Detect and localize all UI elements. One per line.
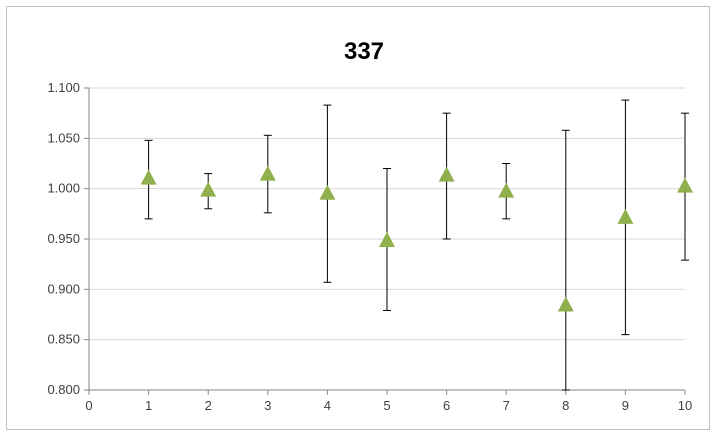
x-tick-label: 7 (503, 398, 510, 413)
x-tick-label: 10 (678, 398, 692, 413)
y-tick-label: 1.000 (47, 181, 80, 196)
error-bars (144, 99, 689, 391)
x-tick-label: 8 (562, 398, 569, 413)
data-point (200, 181, 217, 197)
y-tick-labels: 0.800 0.850 0.900 0.950 1.000 1.050 1.100 (47, 80, 80, 397)
x-tick-label: 1 (145, 398, 152, 413)
data-point (677, 177, 693, 193)
data-point (259, 165, 276, 181)
y-tick-label: 0.950 (47, 231, 80, 246)
y-tick-label: 1.050 (47, 130, 80, 145)
x-tick-label: 4 (324, 398, 331, 413)
data-point (438, 166, 455, 182)
x-tick-label: 2 (205, 398, 212, 413)
y-tick-label: 0.900 (47, 281, 80, 296)
x-tick-label: 9 (622, 398, 629, 413)
chart-frame: 337 0.800 0.850 0.900 0.950 1.000 1.050 1.100 … (6, 6, 710, 430)
y-tick-label: 0.850 (47, 332, 80, 347)
chart-title: 337 (344, 38, 384, 65)
data-points (140, 165, 693, 312)
y-tick-label: 1.100 (47, 80, 80, 95)
chart-svg: 337 0.8000.8500.9000.9501.0001.0501.100 … (47, 38, 693, 413)
data-point (617, 208, 634, 224)
x-tick-label: 6 (443, 398, 450, 413)
data-point (140, 169, 157, 185)
data-point (319, 184, 336, 200)
axes (84, 87, 686, 395)
data-point (557, 296, 574, 312)
y-tick-label: 0.800 (47, 382, 80, 397)
data-point (498, 182, 515, 198)
data-point (379, 232, 395, 248)
x-tick-label: 0 (85, 398, 92, 413)
x-tick-label: 5 (383, 398, 390, 413)
x-tick-labels: 0 1 2 3 4 5 6 7 8 9 10 (85, 398, 692, 413)
x-tick-label: 3 (264, 398, 271, 413)
